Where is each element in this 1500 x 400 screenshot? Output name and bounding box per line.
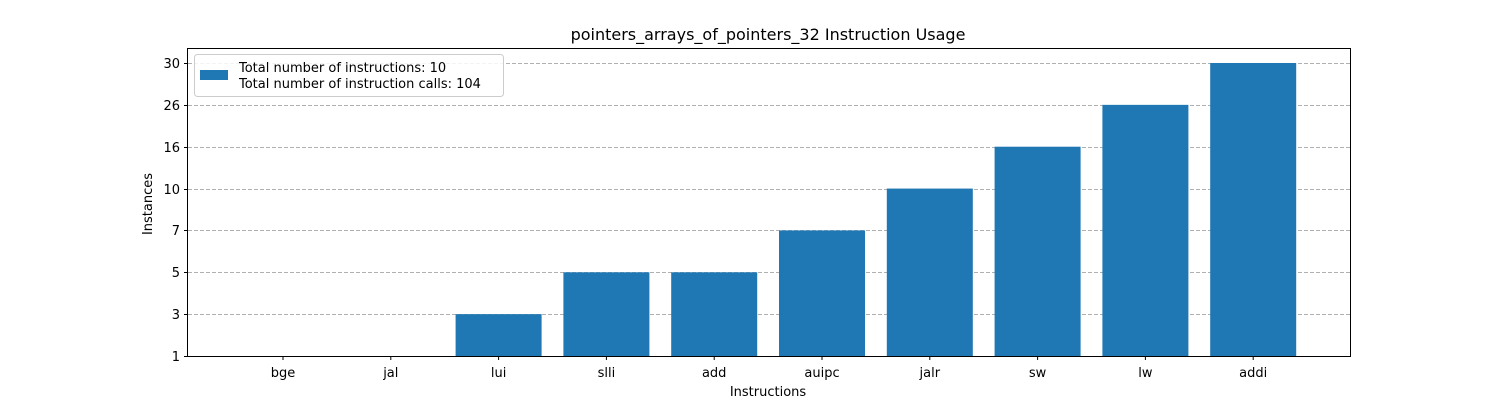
x-tick-label: auipc [804,366,839,381]
plot-frame [187,48,1351,357]
bar-lui [455,314,542,356]
bars [455,63,1297,356]
bar-addi [1210,63,1297,356]
y-tick-label: 3 [172,308,180,323]
legend-swatch [200,70,228,80]
x-tick-label: bge [271,366,296,381]
y-axis-ticks: 1 3 5 7 10 16 26 30 [163,57,188,365]
legend: Total number of instructions: 10 Total n… [194,54,504,97]
x-axis-ticks: bge jal lui slli add auipc jalr sw lw addi [271,356,1267,381]
bar-lw [1102,104,1189,356]
legend-line-calls: Total number of instruction calls: 104 [238,77,481,92]
bar-auipc [779,230,865,356]
y-tick-label: 1 [172,350,180,365]
bar-slli [563,272,650,356]
y-tick-label: 16 [163,141,180,156]
x-tick-label: jal [382,366,398,381]
x-tick-label: sw [1029,366,1047,381]
x-tick-label: addi [1239,366,1267,381]
bar-jalr [886,188,973,356]
y-tick-label: 7 [172,224,180,239]
y-tick-label: 5 [172,266,180,281]
x-tick-label: add [702,366,726,381]
x-tick-label: lui [491,366,506,381]
x-axis-label: Instructions [730,385,807,400]
y-tick-label: 10 [163,183,180,198]
chart-title: pointers_arrays_of_pointers_32 Instructi… [571,25,966,45]
bar-add [671,272,758,356]
y-tick-label: 30 [163,57,180,72]
legend-box [194,54,504,97]
y-axis-label: Instances [141,173,156,235]
x-tick-label: slli [598,366,616,381]
legend-line-instructions: Total number of instructions: 10 [238,61,446,76]
x-tick-label: jalr [919,366,941,381]
y-tick-label: 26 [163,99,180,114]
x-tick-label: lw [1138,366,1153,381]
bar-sw [994,146,1081,356]
